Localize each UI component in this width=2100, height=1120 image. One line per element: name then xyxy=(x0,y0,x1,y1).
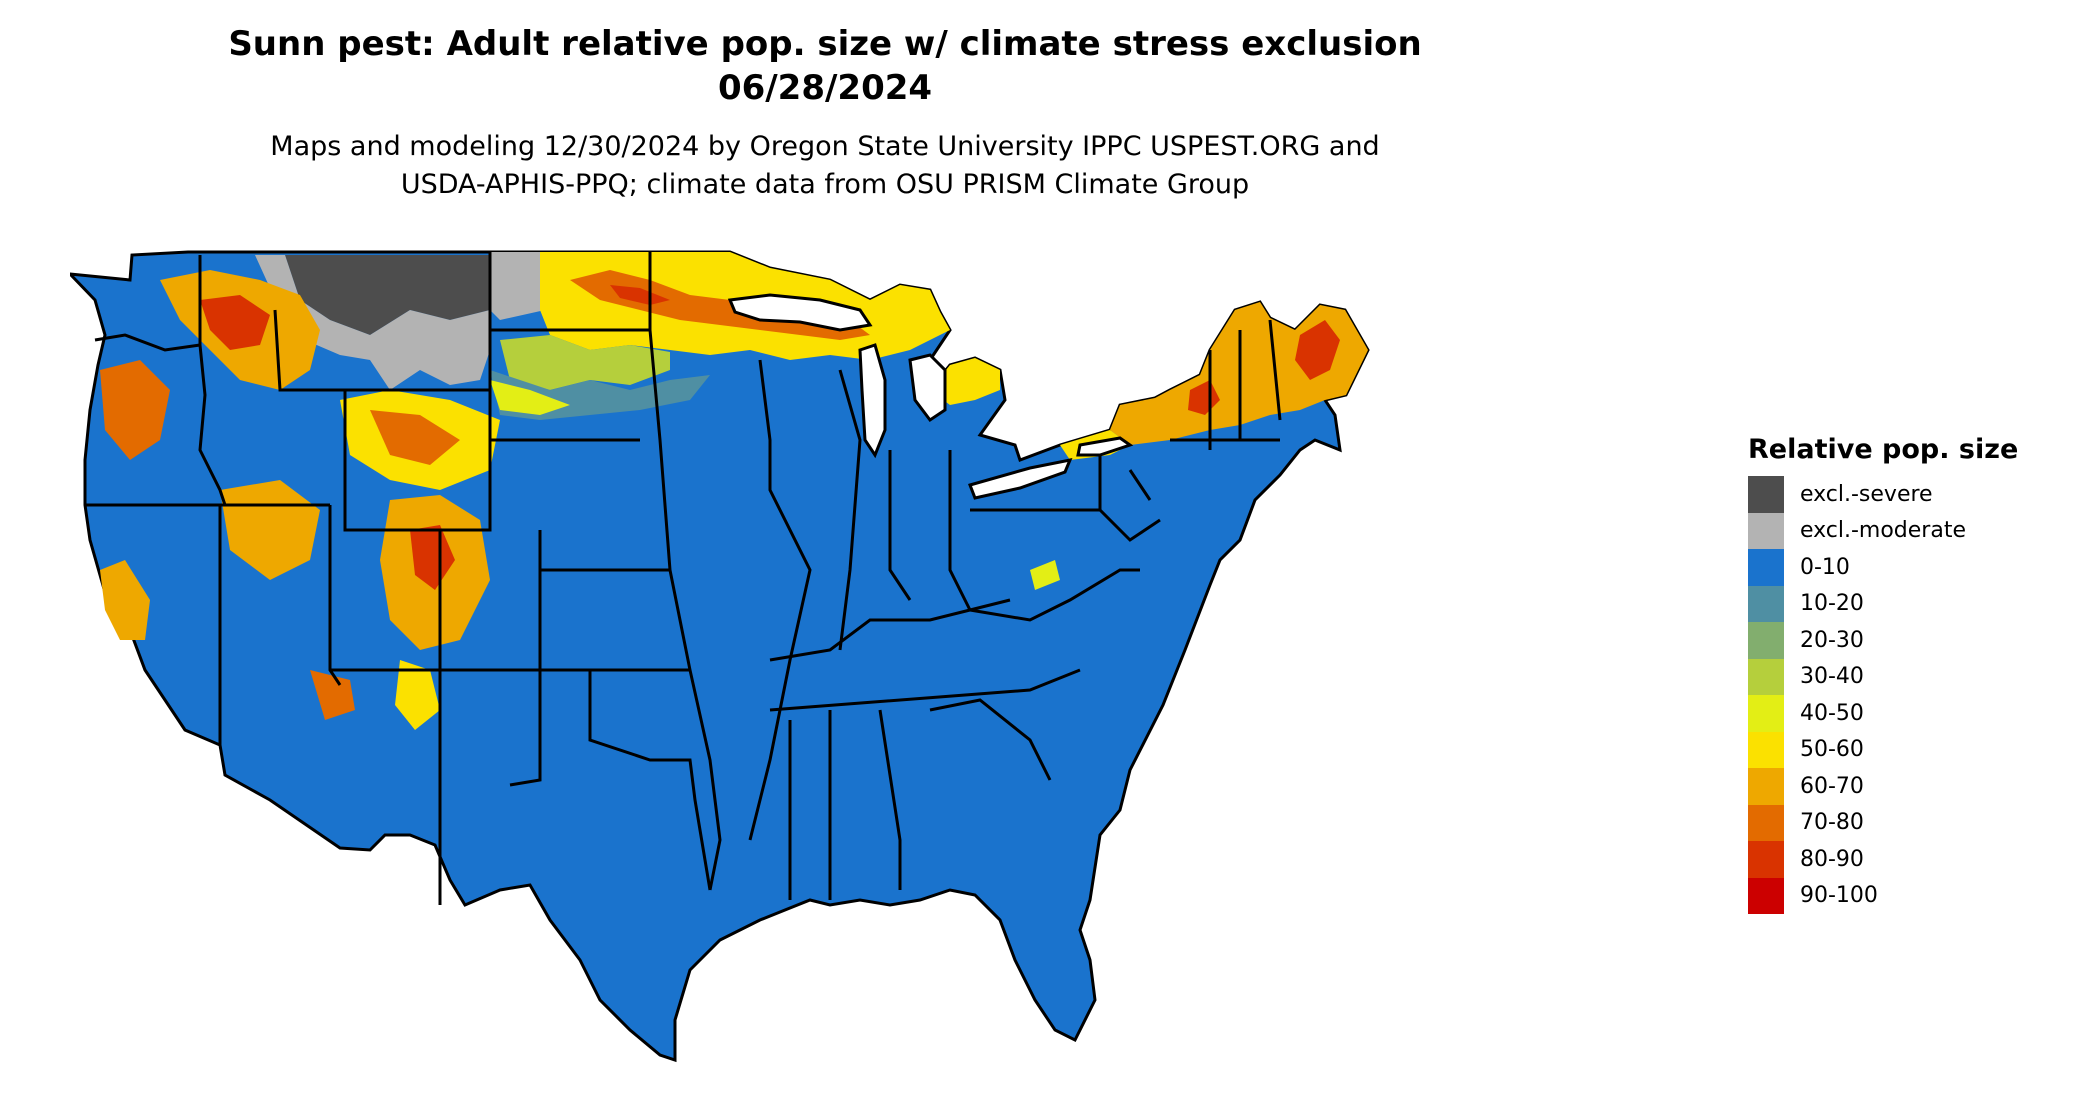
legend-item: 0-10 xyxy=(1748,549,2078,586)
legend-item: 40-50 xyxy=(1748,695,2078,732)
lake-ontario xyxy=(1076,436,1134,457)
legend-swatch xyxy=(1748,768,1784,805)
legend-swatch xyxy=(1748,622,1784,659)
lake-huron xyxy=(908,353,947,423)
region-orange-arizona xyxy=(310,670,355,720)
legend-label: excl.-moderate xyxy=(1800,518,1966,544)
region-excl-moderate-nd xyxy=(490,252,545,320)
region-orange-oregon xyxy=(100,360,170,460)
subtitle-credit-line2: USDA-APHIS-PPQ; climate data from OSU PR… xyxy=(400,169,1250,200)
legend-label: 30-40 xyxy=(1800,664,1864,690)
lake-erie xyxy=(968,457,1073,500)
legend-swatch xyxy=(1748,476,1784,513)
legend-item: 70-80 xyxy=(1748,804,2078,841)
region-red-maine xyxy=(1295,320,1340,380)
region-yellow-newmexico xyxy=(395,660,440,730)
legend-label: 60-70 xyxy=(1800,773,1864,799)
legend-item: excl.-severe xyxy=(1748,476,2078,513)
title-main: Sunn pest: Adult relative pop. size w/ c… xyxy=(228,24,1422,64)
legend-label: 40-50 xyxy=(1800,700,1864,726)
region-green-upper-midwest xyxy=(500,335,670,390)
region-yellow-appalachia xyxy=(1030,560,1060,590)
legend-item: 60-70 xyxy=(1748,768,2078,805)
title-date: 06/28/2024 xyxy=(717,68,933,108)
region-yellow-michigan xyxy=(930,358,1000,405)
legend-swatch xyxy=(1748,804,1784,841)
legend-swatch xyxy=(1748,841,1784,878)
legend-swatch xyxy=(1748,658,1784,695)
legend-label: 70-80 xyxy=(1800,810,1864,836)
region-orange-wyoming xyxy=(370,410,460,465)
lake-superior xyxy=(727,293,873,332)
legend-swatch xyxy=(1748,731,1784,768)
us-map xyxy=(70,250,1370,1063)
legend-item: excl.-moderate xyxy=(1748,512,2078,549)
legend-swatch xyxy=(1748,512,1784,549)
region-red-idaho xyxy=(200,295,270,350)
legend-item: 50-60 xyxy=(1748,731,2078,768)
map-legend: Relative pop. size excl.-severe excl.-mod… xyxy=(1748,432,2078,914)
legend-label: 10-20 xyxy=(1800,591,1864,617)
legend-item: 80-90 xyxy=(1748,841,2078,878)
legend-item: 30-40 xyxy=(1748,658,2078,695)
legend-label: 90-100 xyxy=(1800,883,1878,909)
legend-swatch xyxy=(1748,585,1784,622)
legend-item: 10-20 xyxy=(1748,585,2078,622)
legend-label: 50-60 xyxy=(1800,737,1864,763)
legend-item: 90-100 xyxy=(1748,877,2078,914)
subtitle-credit-line1: Maps and modeling 12/30/2024 by Oregon S… xyxy=(270,131,1380,162)
region-excl-moderate-mt xyxy=(255,255,490,390)
legend-item: 20-30 xyxy=(1748,622,2078,659)
legend-label: excl.-severe xyxy=(1800,481,1933,507)
region-orange-california xyxy=(100,560,150,640)
state-boundaries xyxy=(85,252,1282,905)
legend-swatch xyxy=(1748,549,1784,586)
legend-swatch xyxy=(1748,695,1784,732)
great-lakes xyxy=(727,293,1134,500)
legend-swatch xyxy=(1748,877,1784,914)
legend-label: 80-90 xyxy=(1800,846,1864,872)
region-red-colorado xyxy=(410,525,455,590)
region-red-ny xyxy=(1188,380,1220,415)
region-yellow-plains xyxy=(490,380,570,415)
lake-michigan xyxy=(858,343,887,459)
legend-title: Relative pop. size xyxy=(1748,434,2019,465)
legend-label: 0-10 xyxy=(1800,554,1850,580)
legend-label: 20-30 xyxy=(1800,627,1864,653)
region-excl-severe xyxy=(285,255,490,335)
region-red-upper-midwest xyxy=(610,285,670,305)
legend-items: excl.-severe excl.-moderate 0-10 10-20 20-30… xyxy=(1748,476,2078,914)
